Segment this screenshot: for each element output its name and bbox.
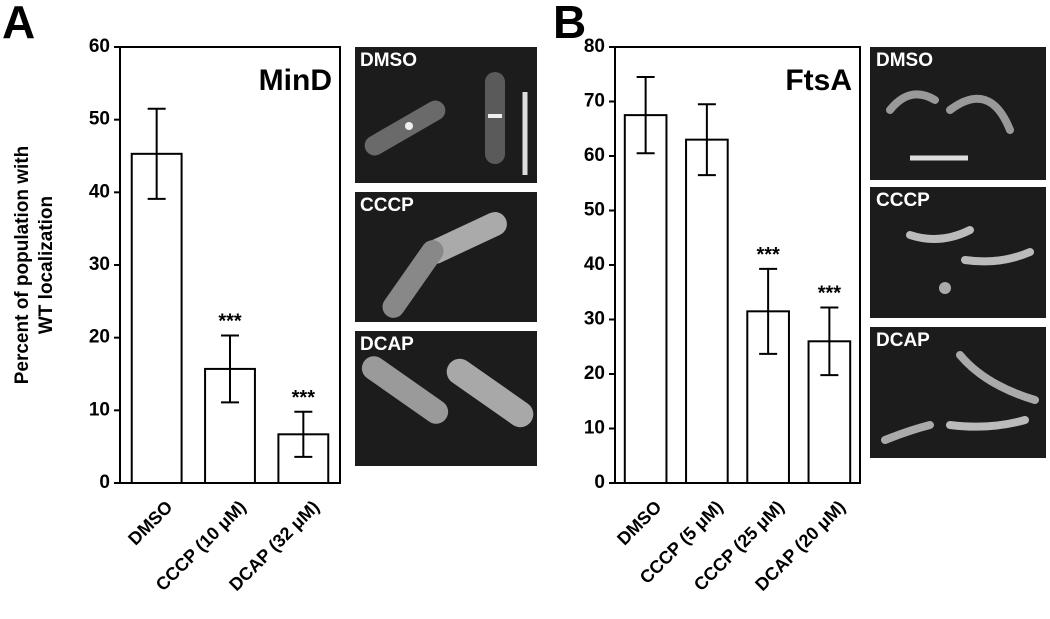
significance: *** [818,283,842,305]
cell [946,416,1029,431]
micrographs-b [870,47,1046,458]
chart-title: FtsA [785,64,852,97]
cell [946,94,1014,134]
y-tick-label: 50 [89,109,110,130]
y-tick-label: 30 [584,309,605,330]
error-bar [820,306,839,377]
panel-label: A [2,0,35,48]
image-label: CCCP [876,190,930,211]
image-label: DMSO [360,50,417,71]
y-tick-label: 0 [99,472,110,493]
error-bar [147,107,166,200]
bar [685,138,729,484]
y-tick-label: 80 [584,36,605,57]
cell [446,358,534,428]
y-tick-label: 10 [584,418,605,439]
image-label: DCAP [360,334,414,355]
cell-spot [488,114,502,118]
panel-label: B [553,0,586,48]
error-bar [636,75,655,155]
micrograph [355,47,537,183]
y-tick-label: 20 [89,327,110,348]
error-bar [294,410,313,458]
y-tick-label: 60 [584,145,605,166]
cell [906,226,974,243]
y-tick-label: 60 [89,36,110,57]
cell [423,212,507,264]
y-tick-label: 70 [584,91,605,112]
significance: *** [218,310,242,332]
cell [961,248,1034,266]
plot-frame [119,46,341,484]
y-axis-label: Percent of population with [12,146,33,385]
x-tick-label: DMSO [613,497,665,549]
error-bar [759,267,778,355]
micrographs-a [355,47,537,466]
image-label: DCAP [876,330,930,351]
cell [886,90,939,114]
cell-spot [405,122,413,130]
y-tick-label: 20 [584,363,605,384]
y-tick-label: 10 [89,399,110,420]
cell [881,421,934,444]
x-tick-label: DMSO [124,497,176,549]
cell [939,282,951,294]
micrograph [870,187,1046,318]
image-label: DMSO [876,50,933,71]
y-tick-label: 0 [594,472,605,493]
bar [623,114,668,484]
plot-frame [614,46,861,484]
y-tick-label: 40 [584,254,605,275]
cell [364,100,446,156]
significance: *** [292,387,316,409]
bar [130,152,183,484]
error-bar [697,103,716,177]
y-tick-label: 40 [89,181,110,202]
y-axis-label: WT localization [36,196,57,334]
error-bar [221,334,239,404]
cell [956,351,1039,404]
cell [382,240,444,318]
cell [361,356,449,424]
y-tick-label: 30 [89,254,110,275]
significance: *** [756,244,780,266]
y-tick-label: 50 [584,200,605,221]
image-label: CCCP [360,195,414,216]
chart-title: MinD [259,64,332,97]
